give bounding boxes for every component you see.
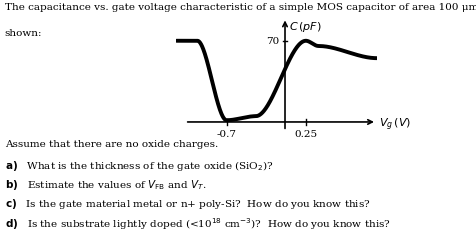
Text: Assume that there are no oxide charges.: Assume that there are no oxide charges. (5, 140, 218, 149)
Text: $V_g\,(V)$: $V_g\,(V)$ (378, 117, 410, 133)
Text: 70: 70 (265, 37, 278, 46)
Text: $\mathbf{a)}$   What is the thickness of the gate oxide (SiO$_2$)?: $\mathbf{a)}$ What is the thickness of t… (5, 159, 273, 173)
Text: The capacitance vs. gate voltage characteristic of a simple MOS capacitor of are: The capacitance vs. gate voltage charact… (5, 3, 476, 12)
Text: 0.25: 0.25 (294, 129, 317, 138)
Text: $\mathbf{b)}$   Estimate the values of $V_\mathrm{FB}$ and $V_T$.: $\mathbf{b)}$ Estimate the values of $V_… (5, 178, 206, 191)
Text: $C\,(pF)$: $C\,(pF)$ (288, 20, 321, 33)
Text: $\mathbf{d)}$   Is the substrate lightly doped (<10$^{18}$ cm$^{-3}$)?  How do y: $\mathbf{d)}$ Is the substrate lightly d… (5, 216, 390, 231)
Text: shown:: shown: (5, 29, 42, 38)
Text: $\mathbf{c)}$   Is the gate material metal or n+ poly-Si?  How do you know this?: $\mathbf{c)}$ Is the gate material metal… (5, 197, 370, 210)
Text: -0.7: -0.7 (216, 129, 236, 138)
